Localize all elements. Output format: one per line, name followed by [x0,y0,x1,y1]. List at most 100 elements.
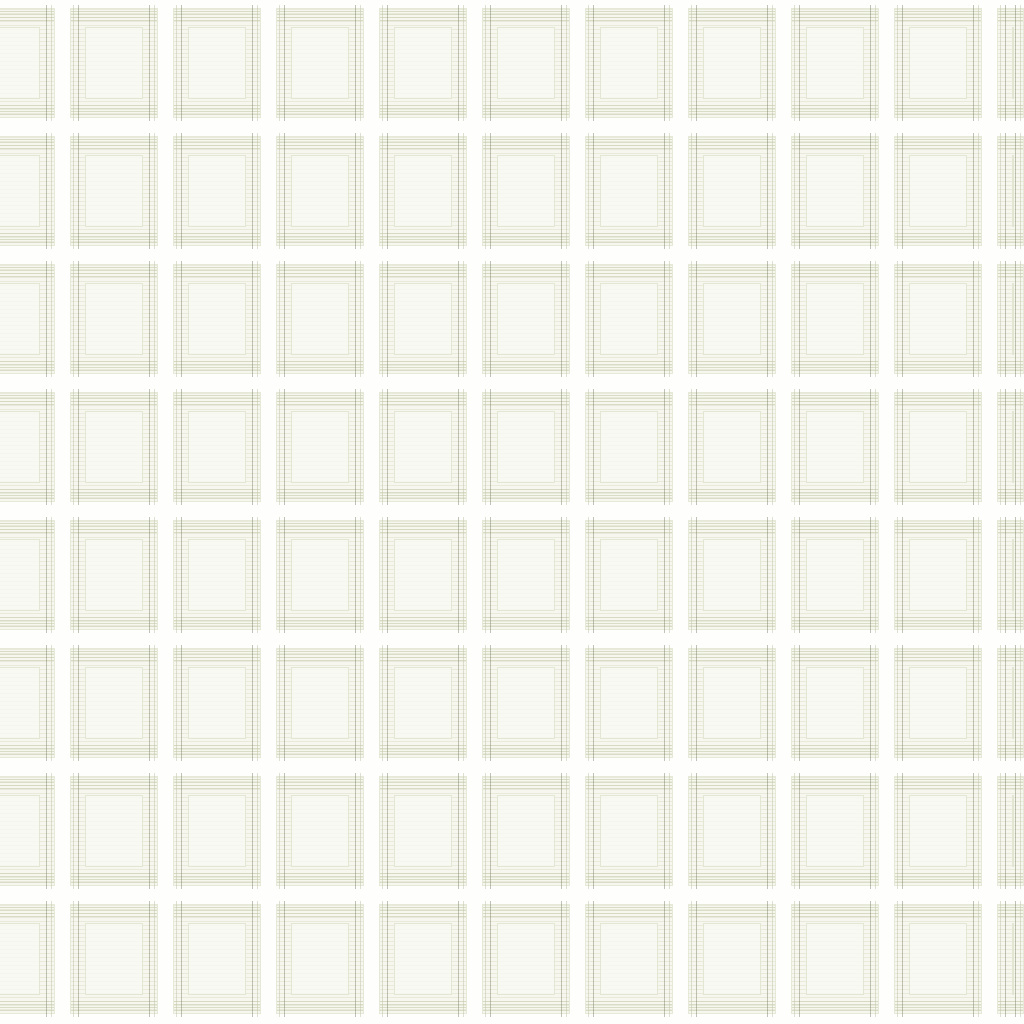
thread-line [257,261,258,377]
tile-inner-square [703,411,761,483]
pattern-tile [791,517,879,633]
thread-line [279,389,280,505]
pattern-tile [482,389,570,505]
thread-line [1000,389,1001,505]
tile-stripe-band [483,779,569,789]
thread-line [1000,901,1001,1017]
tile-stripe-band [998,523,1023,533]
tile-stripe-band [483,1001,569,1011]
tile-stripe-band [483,745,569,755]
tile-stripe-band [586,873,672,883]
thread-line [78,773,79,889]
tile-stripe-band [483,233,569,243]
thread-line [875,517,876,633]
tile-stripe-band [277,233,363,243]
tile-stripe-band [689,233,775,243]
tile-stripe-band [71,267,157,277]
thread-line [387,261,388,377]
tile-stripe-band [0,523,54,533]
thread-line [794,5,795,121]
tile-stripe-band [0,267,54,277]
thread-line [973,901,974,1017]
pattern-tile [894,389,982,505]
tile-stripe-band [895,523,981,533]
tile-stripe-band [174,617,260,627]
pattern-tile [276,5,364,121]
thread-line [566,133,567,249]
tile-inner-square [188,27,246,99]
thread-line [387,645,388,761]
pattern-tile [482,261,570,377]
pattern-tile [173,261,261,377]
tile-stripe-band [586,139,672,149]
thread-line [355,133,356,249]
thread-line [669,261,670,377]
thread-line [176,5,177,121]
tile-stripe-band [483,11,569,21]
thread-line [799,517,800,633]
tile-inner-square [497,155,555,227]
thread-line [284,133,285,249]
thread-line [78,261,79,377]
thread-line [181,773,182,889]
thread-line [360,261,361,377]
pattern-tile [70,773,158,889]
pattern-tile [894,645,982,761]
thread-line [696,5,697,121]
tile-stripe-band [792,361,878,371]
tile-inner-square [394,795,452,867]
pattern-tile [379,133,467,249]
tile-stripe-band [71,651,157,661]
thread-line [355,261,356,377]
thread-line [897,773,898,889]
pattern-tile [482,645,570,761]
thread-line [382,773,383,889]
pattern-tile [688,5,776,121]
thread-line [593,133,594,249]
tile-stripe-band [174,523,260,533]
tile-stripe-band [380,105,466,115]
tile-inner-square [600,539,658,611]
thread-line [490,517,491,633]
tile-stripe-band [0,907,54,917]
tile-stripe-band [71,1001,157,1011]
thread-line [51,133,52,249]
thread-line [561,5,562,121]
thread-line [382,645,383,761]
thread-line [794,389,795,505]
pattern-tile [894,773,982,889]
pattern-tile [173,5,261,121]
thread-line [794,133,795,249]
thread-line [458,773,459,889]
thread-line [588,645,589,761]
thread-line [897,645,898,761]
tile-inner-square [600,667,658,739]
tile-inner-square [1012,283,1014,355]
tile-stripe-band [174,745,260,755]
thread-line [1005,773,1006,889]
thread-line [664,261,665,377]
tile-stripe-band [380,395,466,405]
pattern-tile [276,133,364,249]
thread-line [279,901,280,1017]
thread-line [78,517,79,633]
pattern-tile [997,773,1024,889]
thread-line [696,389,697,505]
thread-line [669,773,670,889]
pattern-tile [0,261,55,377]
tile-stripe-band [895,489,981,499]
thread-line [257,901,258,1017]
thread-line [46,389,47,505]
tile-stripe-band [380,11,466,21]
thread-line [593,773,594,889]
tile-inner-square [1012,923,1014,995]
thread-line [870,133,871,249]
tile-inner-square [1012,411,1014,483]
tile-stripe-band [792,1001,878,1011]
thread-line [463,133,464,249]
tile-inner-square [85,27,143,99]
tile-stripe-band [895,361,981,371]
pattern-tile [173,645,261,761]
thread-line [279,645,280,761]
pattern-tile [482,901,570,1017]
